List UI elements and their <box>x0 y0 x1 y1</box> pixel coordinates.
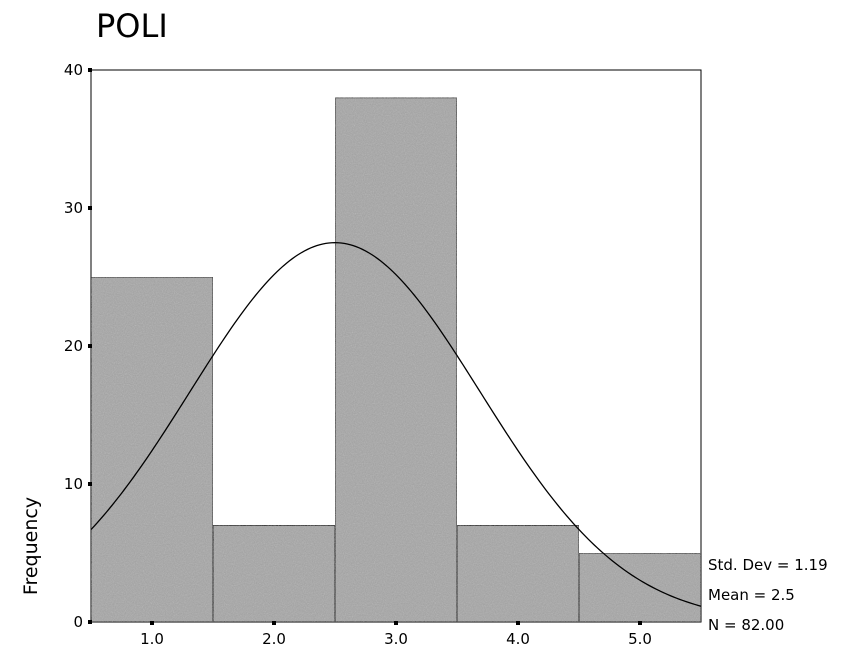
mean-label: Mean = 2.5 <box>708 586 795 604</box>
y-tick-mark <box>88 620 92 624</box>
std-dev-label: Std. Dev = 1.19 <box>708 556 828 574</box>
y-tick-mark <box>88 482 92 486</box>
chart-title: POLI <box>96 7 168 45</box>
y-tick-mark <box>88 344 92 348</box>
y-tick-label: 40 <box>64 61 83 79</box>
x-tick-label: 4.0 <box>506 630 530 648</box>
x-tick-label: 3.0 <box>384 630 408 648</box>
histogram-bar <box>578 552 702 623</box>
histogram-bar <box>334 96 458 623</box>
x-tick-mark <box>272 621 276 625</box>
x-tick-mark <box>150 621 154 625</box>
bars-group <box>90 96 702 623</box>
x-axis: 1.0 2.0 3.0 4.0 5.0 <box>140 621 652 648</box>
x-tick-mark <box>638 621 642 625</box>
y-tick-label: 10 <box>64 475 83 493</box>
x-tick-label: 2.0 <box>262 630 286 648</box>
n-label: N = 82.00 <box>708 616 784 634</box>
normal-curve-group <box>90 241 702 607</box>
x-tick-label: 1.0 <box>140 630 164 648</box>
y-axis-label: Frequency <box>20 497 42 595</box>
x-tick-label: 5.0 <box>628 630 652 648</box>
x-tick-mark <box>394 621 398 625</box>
y-axis: 0 10 20 30 40 <box>64 61 92 631</box>
y-tick-label: 30 <box>64 199 83 217</box>
y-tick-label: 0 <box>73 613 83 631</box>
y-tick-label: 20 <box>64 337 83 355</box>
histogram-bar <box>212 524 336 623</box>
histogram-bar <box>456 524 580 623</box>
y-tick-mark <box>88 206 92 210</box>
y-tick-mark <box>88 68 92 72</box>
x-tick-mark <box>516 621 520 625</box>
normal-curve-line <box>90 241 702 607</box>
